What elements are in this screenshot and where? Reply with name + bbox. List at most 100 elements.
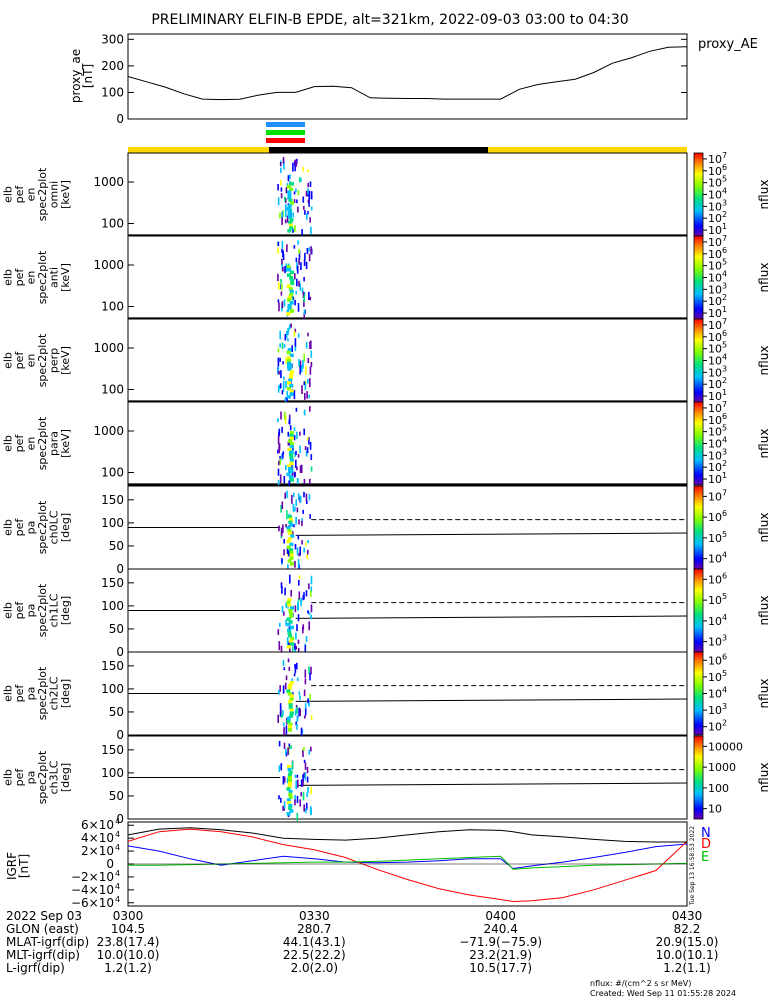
spectrogram-pixel — [293, 435, 296, 441]
ylabel-line: pa — [24, 521, 37, 535]
footer-value: 0430 — [672, 909, 703, 923]
spectrogram-pixel — [309, 296, 312, 301]
spectrogram-pixel — [294, 328, 297, 333]
colorbar-tick-label: 10 — [708, 200, 722, 213]
spectrogram-pixel — [299, 431, 301, 436]
spectrogram-pixel — [280, 411, 282, 420]
spectrogram-core — [290, 281, 295, 286]
spectrogram-pixel — [278, 370, 280, 375]
spectrogram-pixel — [277, 299, 280, 303]
spectrogram-pixel — [287, 747, 289, 755]
spectrogram-pixel — [296, 478, 299, 484]
spectrogram-core — [289, 455, 294, 460]
spectrogram-pixel — [277, 197, 280, 206]
spectrogram-core — [289, 697, 294, 702]
spectrogram-core — [289, 458, 294, 463]
spectrogram-pixel — [280, 279, 282, 284]
colorbar-tick-label: 10 — [708, 573, 722, 586]
spectrogram-core — [286, 284, 291, 288]
spectrogram-core — [290, 370, 295, 374]
ylabel-line: spec2plot — [36, 750, 49, 804]
spectrogram-pixel — [299, 799, 301, 807]
colorbar-tick-label: 10 — [708, 532, 722, 545]
spectrogram-pixel — [285, 381, 287, 388]
ylabel-line: [keV] — [59, 263, 72, 292]
spectrogram-core — [286, 265, 291, 269]
colorbar-label: nflux — [757, 763, 771, 793]
spectrogram-core — [287, 298, 292, 302]
spectrogram-pixel — [298, 280, 300, 287]
spectrogram-pixel — [297, 598, 300, 602]
spectrogram-pixel — [277, 418, 279, 423]
colorbar-gradient — [693, 318, 704, 403]
colorbar-tick-label: 10 — [708, 343, 722, 356]
spectrogram-core — [289, 450, 294, 454]
spectrogram-pixel — [291, 531, 294, 537]
colorbar-tick-exponent: 1 — [722, 388, 727, 397]
spectrogram-pixel — [309, 341, 311, 349]
ae-tick-label: 0 — [116, 112, 124, 126]
footer-row-label: 2022 Sep 03 — [6, 909, 82, 923]
spectrogram-panel-8: 050100150elbpefpaspec2plotch3LC[deg]1010… — [1, 735, 771, 826]
ae-tick-label: 200 — [101, 59, 124, 73]
spectrogram-pixel — [303, 259, 306, 266]
spectrogram-pixel — [281, 453, 283, 461]
spectrogram-core — [286, 312, 291, 316]
proxy-ae-frame — [127, 33, 688, 120]
spectrogram-core — [288, 792, 293, 797]
igrf-y-ticks: −6×10 4−4×10 4−2×10 402×10 44×10 46×10 4 — [71, 817, 134, 910]
spectrogram-core — [287, 361, 291, 366]
ylabel-line: ch3LC — [47, 760, 60, 794]
spectrogram-pixel — [296, 812, 299, 822]
spectrogram-core — [287, 303, 292, 308]
igrf-tick-label: −4×10 — [71, 883, 114, 897]
spectrogram-core — [287, 295, 292, 299]
spectrogram-pixel — [296, 624, 298, 632]
ylabel-line: [deg] — [59, 763, 72, 792]
spectrogram-pixel — [277, 714, 279, 723]
spectrogram-pixel — [302, 780, 304, 785]
colorbar-tick-exponent: 6 — [722, 412, 727, 421]
orbit-track-bar — [128, 147, 687, 153]
spectrogram-pixel — [277, 385, 280, 391]
ylabel-line: ch1LC — [47, 593, 60, 627]
spectrogram-pixel — [298, 691, 301, 695]
colorbar-tick-exponent: 7 — [722, 234, 727, 243]
spectrogram-core — [289, 551, 294, 555]
spectrogram-core — [289, 711, 294, 715]
spectrogram-pixel — [299, 708, 301, 716]
colorbar-tick-label: 10 — [708, 615, 722, 628]
spectrogram-pixel — [282, 660, 285, 666]
ylabel-line: spec2plot — [36, 583, 49, 637]
spectrogram-pixel — [277, 273, 279, 282]
loss-cone-line — [295, 615, 688, 619]
spectrogram-pixel — [294, 342, 297, 351]
spectrogram-pixel — [281, 501, 284, 509]
footer-value: 240.4 — [483, 922, 517, 936]
spectrogram-pixel — [310, 614, 312, 620]
spectrogram-core — [287, 464, 292, 468]
spectrogram-pixel — [303, 547, 305, 553]
spectrogram-pixel — [306, 792, 308, 798]
spectrogram-pixel — [299, 365, 301, 375]
spectrogram-pixel — [306, 391, 308, 399]
spectrogram-core — [289, 436, 294, 441]
spectrogram-core — [286, 645, 291, 649]
spectrogram-core — [288, 620, 293, 624]
spectrogram-pixel — [296, 706, 298, 714]
spectrogram-pixel — [282, 453, 284, 459]
svg-text:proxy_ae: proxy_ae — [69, 49, 83, 103]
spectrogram-pixel — [294, 273, 296, 280]
spectrogram-pixel — [279, 685, 281, 692]
ylabel-line: elb — [1, 769, 14, 786]
spectrogram-pixel — [303, 292, 306, 297]
spectrogram-core — [289, 694, 294, 699]
spectrogram-pixel — [291, 465, 294, 474]
spectrogram-pixel — [295, 407, 298, 412]
colorbar-label: nflux — [757, 180, 771, 210]
spectrogram-core — [290, 182, 294, 186]
spectrogram-pixel — [297, 559, 300, 568]
loss-cone-line — [295, 782, 688, 786]
